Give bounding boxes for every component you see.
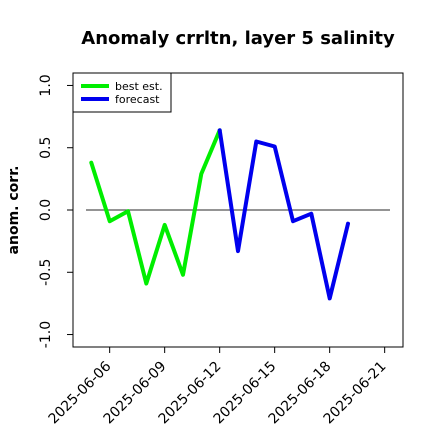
y-tick-label: 0.5 [38, 137, 54, 159]
y-tick-label: 1.0 [38, 74, 54, 96]
y-tick-label: 0.0 [38, 199, 54, 221]
series-line-best-est [89, 128, 222, 286]
legend-box [72, 72, 172, 113]
y-axis-label: anom. corr. [6, 166, 22, 255]
y-tick-label: -1.0 [38, 321, 54, 348]
legend-label: best est. [115, 80, 163, 93]
y-tick-label: -0.5 [38, 259, 54, 286]
series-line-forecast [217, 128, 350, 301]
chart-title: Anomaly crrltn, layer 5 salinity [81, 28, 395, 49]
legend-label: forecast [115, 93, 160, 106]
